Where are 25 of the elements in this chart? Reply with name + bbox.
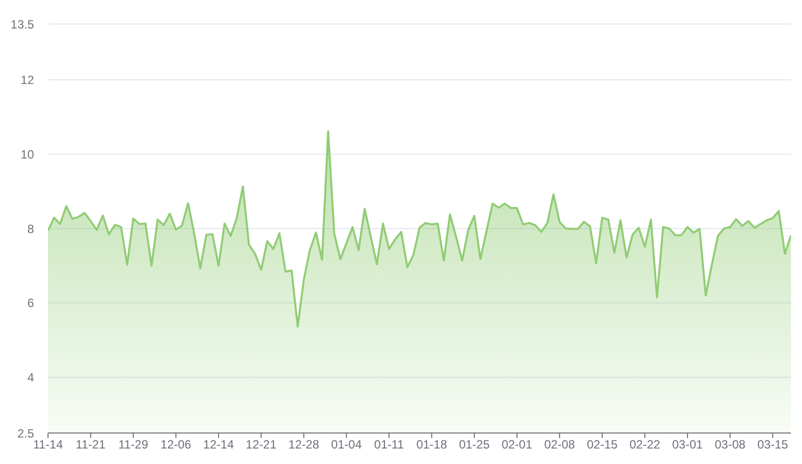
x-tick-label: 02-08 bbox=[544, 438, 576, 452]
x-tick-label: 12-06 bbox=[160, 438, 192, 452]
x-tick-label: 11-21 bbox=[76, 438, 106, 452]
y-tick-label: 12 bbox=[20, 73, 34, 88]
y-tick-label: 4 bbox=[27, 370, 34, 384]
y-tick-label: 2.5 bbox=[17, 426, 34, 440]
x-tick-label: 03-08 bbox=[714, 438, 746, 452]
x-tick-label: 03-15 bbox=[757, 438, 788, 452]
x-tick-label: 12-14 bbox=[203, 438, 234, 452]
x-tick-label: 01-18 bbox=[416, 438, 448, 452]
x-tick-label: 03-01 bbox=[672, 438, 704, 452]
x-tick-label: 11-29 bbox=[118, 438, 148, 452]
x-tick-label: 11-14 bbox=[33, 438, 64, 452]
x-tick-label: 12-21 bbox=[246, 438, 277, 452]
x-tick-label: 01-04 bbox=[331, 438, 362, 452]
x-tick-label: 02-15 bbox=[586, 438, 618, 452]
x-tick-label: 02-22 bbox=[629, 438, 660, 452]
x-tick-label: 12-28 bbox=[288, 438, 320, 452]
y-tick-label: 13.5 bbox=[10, 17, 34, 32]
y-tick-label: 6 bbox=[27, 296, 34, 310]
y-tick-label: 8 bbox=[27, 222, 34, 236]
y-tick-label: 10 bbox=[20, 147, 34, 162]
x-tick-label: 01-25 bbox=[458, 438, 490, 452]
x-tick-label: 02-01 bbox=[502, 438, 533, 452]
x-tick-label: 01-11 bbox=[374, 438, 404, 452]
